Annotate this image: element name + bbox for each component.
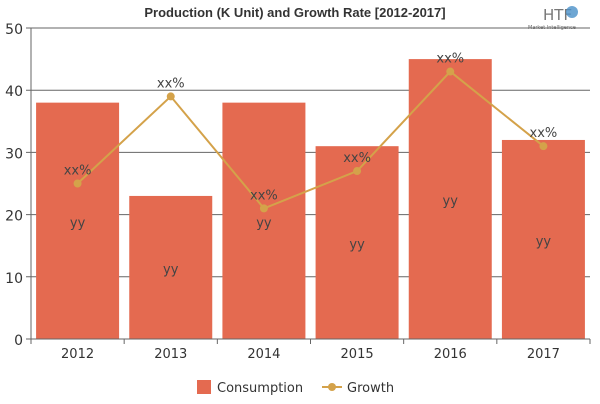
legend-label-consumption: Consumption [217, 381, 303, 396]
bar-consumption [501, 139, 585, 339]
bar-consumption [222, 102, 306, 339]
x-tick-label: 2013 [154, 347, 187, 362]
htf-logo: HTF Market Intelligence [528, 6, 578, 31]
growth-point [446, 67, 455, 76]
bar-consumption [36, 102, 120, 339]
growth-point [353, 167, 362, 176]
growth-data-label: xx% [530, 126, 558, 141]
x-tick-label: 2014 [247, 347, 280, 362]
growth-point [539, 142, 548, 151]
x-tick-label: 2012 [61, 347, 94, 362]
y-tick-label: 20 [5, 209, 23, 225]
bar-consumption [315, 146, 399, 339]
growth-line [76, 70, 545, 210]
bar-consumption [129, 195, 213, 339]
chart-title: Production (K Unit) and Growth Rate [201… [144, 5, 445, 20]
x-tick-label: 2016 [434, 347, 467, 362]
y-tick-label: 0 [14, 333, 23, 349]
growth-data-label: xx% [157, 76, 185, 91]
growth-point [73, 179, 82, 188]
growth-point [166, 92, 175, 101]
legend-label-growth: Growth [347, 381, 394, 396]
svg-text:HTF: HTF [543, 6, 572, 24]
x-tick-label: 2017 [527, 347, 560, 362]
bar-consumption [408, 59, 492, 339]
bar-data-label: yy [256, 216, 272, 231]
y-tick-label: 10 [5, 271, 23, 287]
growth-data-label: xx% [250, 188, 278, 203]
growth-point [259, 204, 268, 213]
bar-data-label: yy [70, 216, 86, 231]
y-tick-label: 50 [5, 22, 23, 38]
legend: Consumption Growth [197, 380, 394, 396]
y-tick-label: 30 [5, 146, 23, 162]
x-tick-label: 2015 [341, 347, 374, 362]
bar-data-label: yy [536, 234, 552, 249]
bar-data-label: yy [163, 262, 179, 277]
growth-data-label: xx% [343, 151, 371, 166]
legend-swatch-growth [322, 383, 342, 391]
legend-swatch-consumption [197, 380, 211, 394]
bar-data-label: yy [443, 194, 459, 209]
growth-data-label: xx% [436, 52, 464, 67]
growth-data-label: xx% [64, 164, 92, 179]
bar-data-label: yy [349, 238, 365, 253]
y-tick-label: 40 [5, 84, 23, 100]
